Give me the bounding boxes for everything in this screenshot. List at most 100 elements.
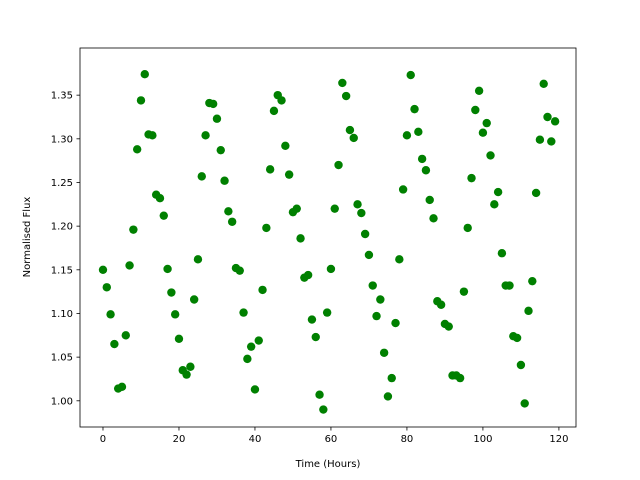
- point: [353, 200, 362, 209]
- point: [250, 385, 260, 394]
- point: [155, 194, 165, 203]
- point: [227, 217, 237, 226]
- point: [364, 250, 374, 260]
- x-axis-label: Time (Hours): [295, 459, 361, 470]
- point: [395, 255, 404, 264]
- point: [326, 264, 336, 274]
- point: [402, 131, 412, 140]
- point: [391, 318, 400, 328]
- point: [376, 295, 385, 304]
- point: [425, 195, 434, 205]
- x-tick-label: 120: [549, 434, 568, 445]
- point: [254, 336, 263, 345]
- point: [197, 172, 206, 181]
- point: [307, 315, 317, 324]
- y-tick-label: 1.05: [51, 353, 73, 364]
- point: [429, 214, 438, 223]
- x-tick-label: 40: [249, 434, 262, 445]
- x-tick-label: 100: [473, 434, 492, 445]
- plot-frame: [79, 47, 577, 428]
- point: [125, 261, 134, 270]
- point: [417, 154, 427, 164]
- point: [334, 160, 343, 170]
- point: [421, 166, 431, 175]
- x-tick-label: 60: [325, 434, 338, 445]
- point: [524, 306, 533, 316]
- point: [322, 308, 332, 317]
- point: [102, 283, 111, 292]
- point: [444, 322, 453, 331]
- point: [243, 354, 252, 364]
- point: [493, 187, 503, 197]
- point: [516, 360, 526, 370]
- point: [117, 382, 127, 392]
- point: [129, 225, 138, 234]
- point: [543, 112, 552, 122]
- y-tick-label: 1.10: [51, 309, 73, 320]
- point: [410, 104, 419, 114]
- point: [414, 127, 423, 137]
- point: [455, 373, 465, 383]
- point: [486, 151, 495, 160]
- point: [281, 141, 290, 151]
- point: [174, 334, 184, 343]
- point: [531, 188, 541, 198]
- point: [528, 276, 537, 286]
- point: [379, 348, 389, 357]
- point: [539, 79, 548, 89]
- point: [212, 114, 222, 123]
- point: [471, 105, 480, 115]
- point: [140, 69, 149, 79]
- point: [357, 208, 366, 218]
- point: [277, 96, 286, 105]
- point: [110, 339, 119, 349]
- point: [132, 145, 142, 154]
- point: [163, 264, 172, 274]
- y-tick-label: 1.30: [51, 134, 73, 145]
- point: [303, 270, 313, 280]
- point: [459, 287, 469, 296]
- point: [235, 266, 244, 275]
- point: [189, 295, 199, 304]
- point: [341, 91, 351, 101]
- point: [505, 281, 514, 290]
- point: [246, 342, 256, 351]
- y-tick-label: 1.35: [51, 91, 73, 102]
- x-tick-label: 20: [173, 434, 186, 445]
- point: [193, 255, 203, 264]
- point: [512, 333, 522, 343]
- point: [265, 165, 275, 174]
- point: [98, 265, 108, 275]
- x-tick-label: 0: [100, 434, 106, 445]
- point: [167, 288, 176, 297]
- point: [121, 331, 130, 340]
- point: [258, 285, 267, 295]
- point: [368, 281, 377, 290]
- point: [550, 117, 560, 126]
- point: [360, 229, 370, 239]
- point: [383, 392, 393, 401]
- point: [467, 173, 476, 183]
- point: [182, 370, 191, 379]
- x-tick-label: 80: [401, 434, 414, 445]
- point: [136, 96, 146, 105]
- point: [319, 405, 328, 414]
- point: [220, 176, 229, 185]
- point: [497, 249, 507, 258]
- y-tick-label: 1.25: [51, 178, 73, 189]
- point: [345, 125, 355, 135]
- point: [186, 362, 195, 371]
- point: [269, 106, 279, 116]
- point: [436, 300, 446, 309]
- point: [224, 207, 233, 216]
- point: [239, 308, 248, 317]
- point: [284, 170, 294, 179]
- y-axis-label: Normalised Flux: [22, 197, 33, 278]
- point: [535, 135, 545, 144]
- point: [474, 86, 484, 95]
- y-tick-label: 1.00: [51, 396, 73, 407]
- point: [201, 131, 210, 140]
- point: [547, 137, 556, 146]
- point: [330, 204, 339, 213]
